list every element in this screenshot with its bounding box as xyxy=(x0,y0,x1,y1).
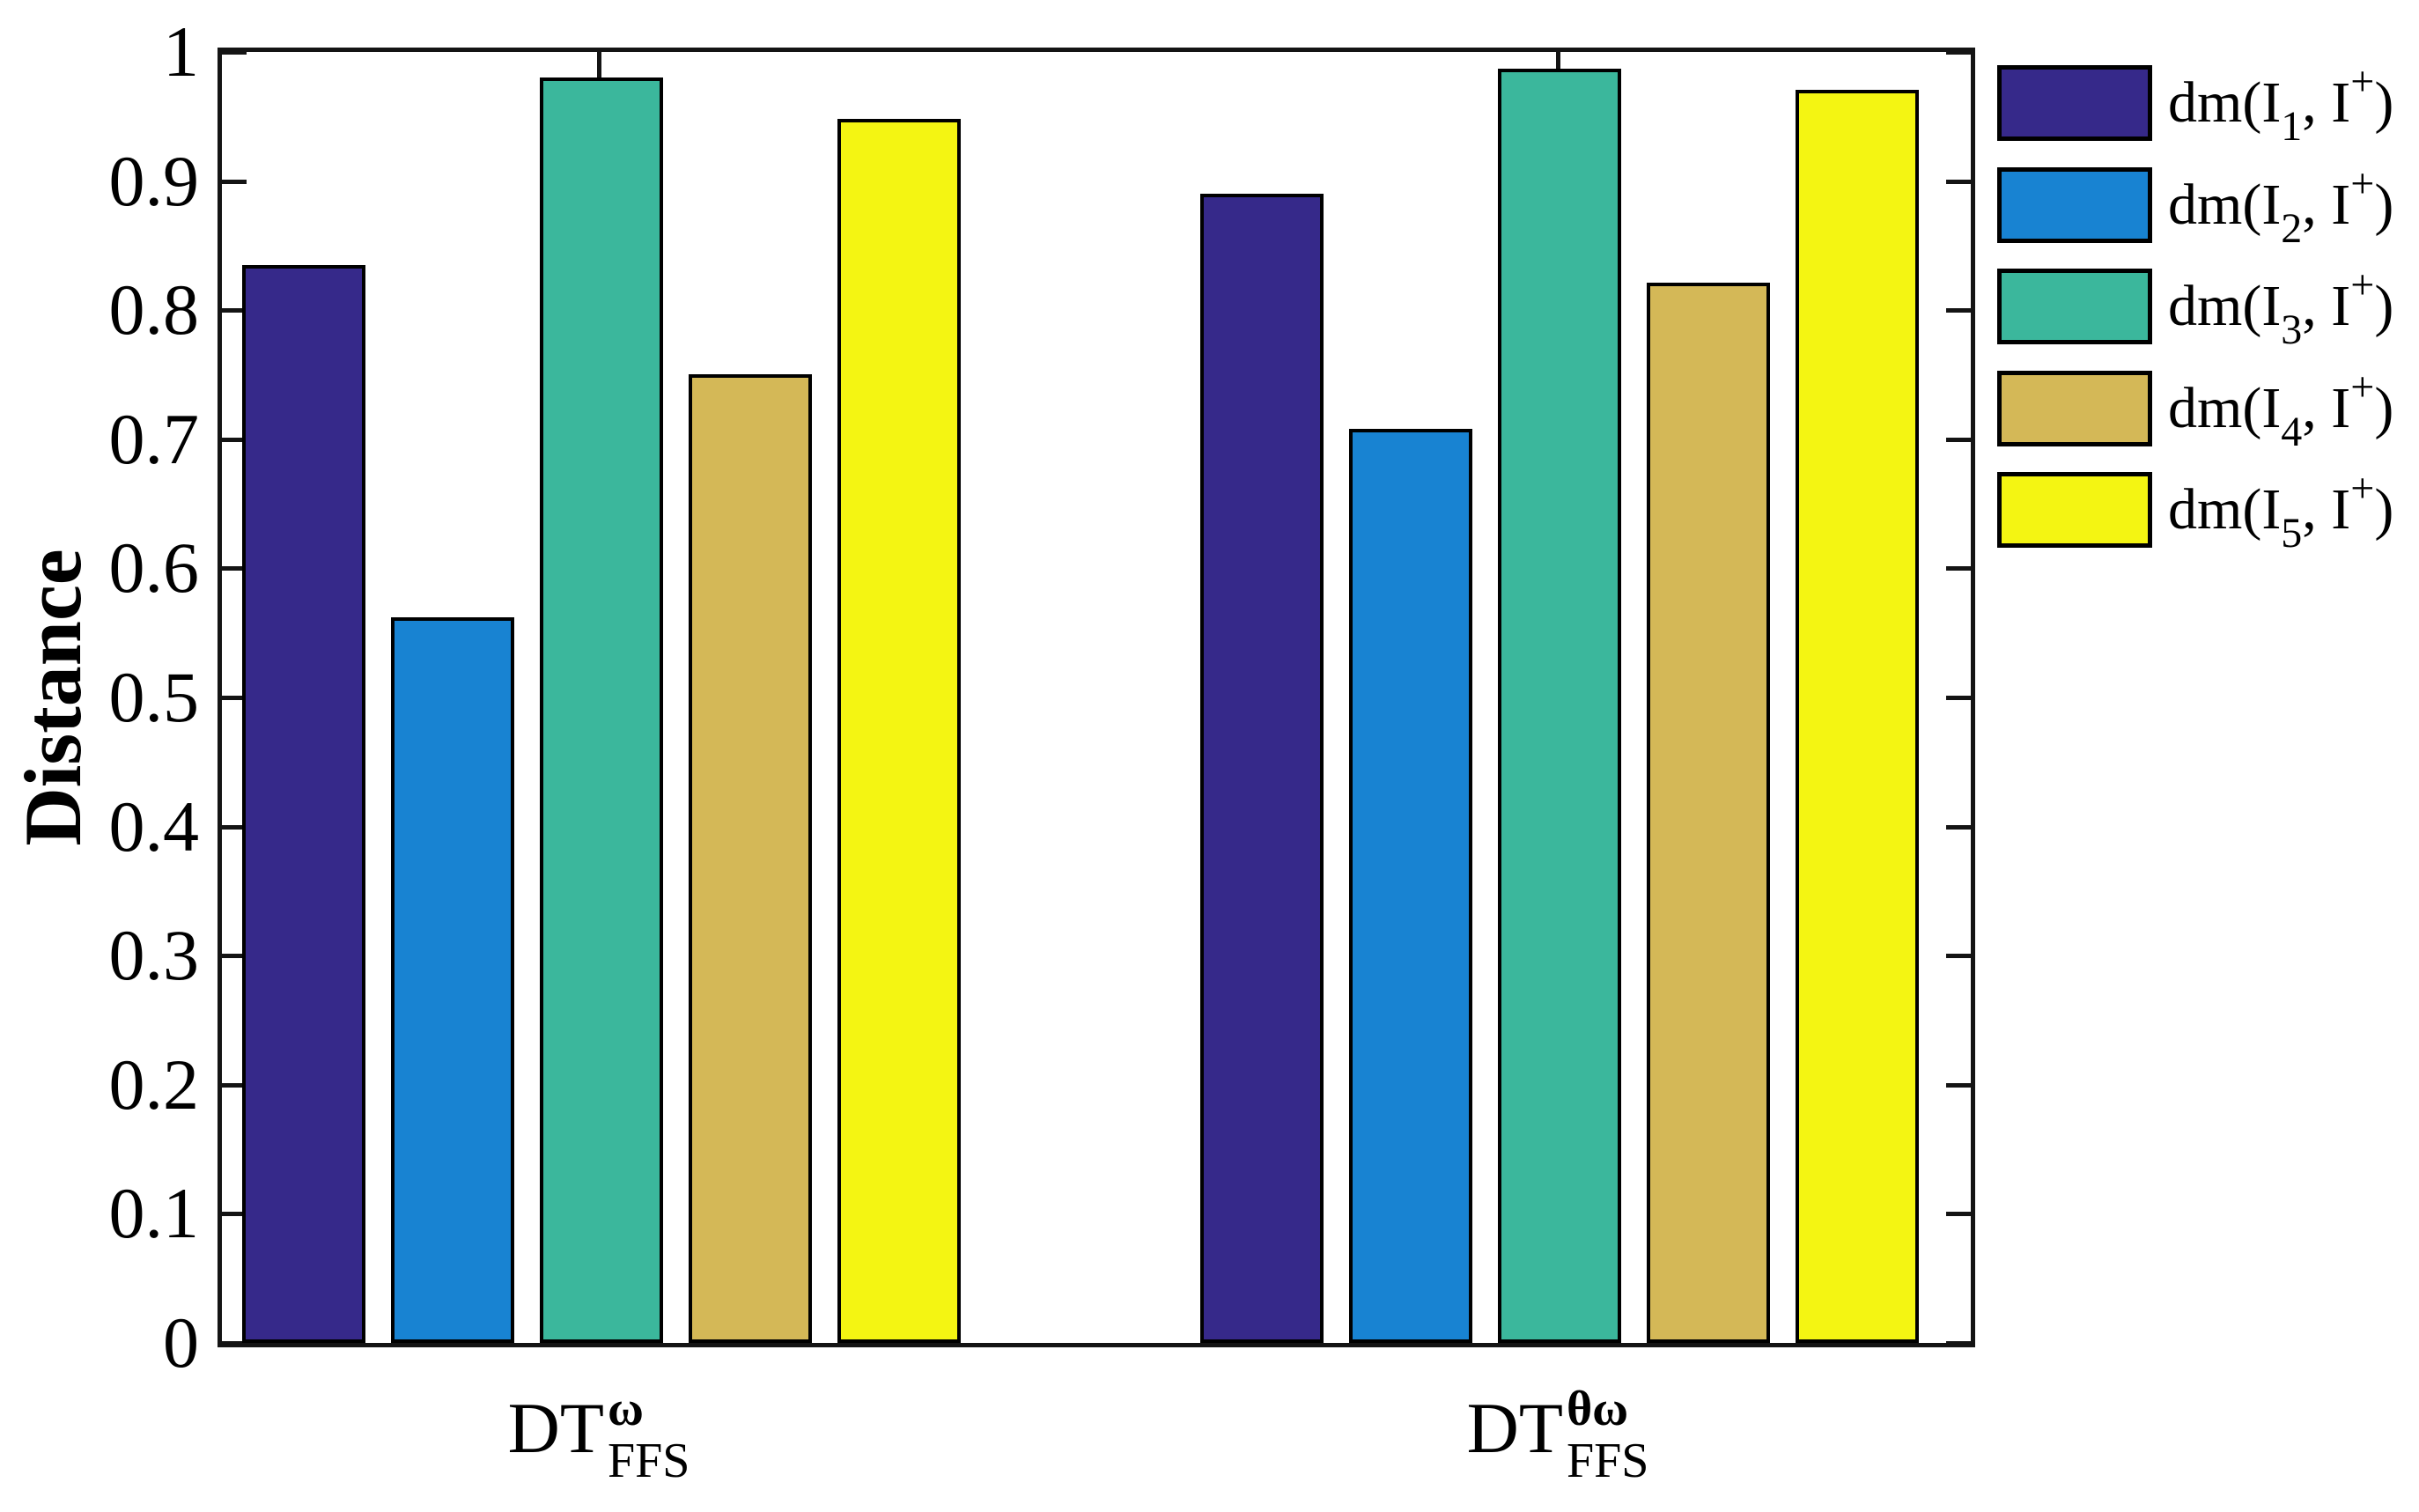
y-tick-label-1: 1 xyxy=(163,11,199,92)
legend-text-post: ) xyxy=(2374,70,2394,135)
y-tick-label-0.1: 0.1 xyxy=(108,1173,200,1254)
legend-text-superscript: + xyxy=(2350,262,2375,308)
y-tick-left-0.4 xyxy=(222,825,247,830)
bar-group1-series3 xyxy=(540,77,663,1343)
legend-text-pre: dm(I xyxy=(2168,274,2282,338)
x-category-superscript: ω xyxy=(607,1382,644,1436)
legend-swatch-series3 xyxy=(1997,269,2152,344)
y-tick-left-0.5 xyxy=(222,696,247,700)
y-tick-left-0.9 xyxy=(222,180,247,184)
x-category-supsub: θω FFS xyxy=(1567,1384,1648,1488)
legend-text-subscript: 1 xyxy=(2281,103,2303,150)
bar-group2-series1 xyxy=(1200,194,1324,1343)
y-tick-label-0.8: 0.8 xyxy=(108,269,200,350)
legend-text-post: ) xyxy=(2374,376,2394,440)
legend-text-pre: dm(I xyxy=(2168,173,2282,237)
legend-text-subscript: 3 xyxy=(2281,306,2303,353)
bar-group1-series5 xyxy=(837,119,961,1343)
y-tick-right-0 xyxy=(1946,1341,1971,1346)
bar-group2-series4 xyxy=(1647,283,1770,1343)
legend-text-mid: , I xyxy=(2302,477,2351,542)
bar-group2-series2 xyxy=(1349,429,1472,1343)
y-tick-label-0: 0 xyxy=(163,1302,199,1383)
y-tick-label-0.9: 0.9 xyxy=(108,140,200,221)
y-tick-left-0.7 xyxy=(222,438,247,442)
legend-text-superscript: + xyxy=(2350,160,2375,207)
legend-label-series3: dm(I 3, I +) xyxy=(2168,262,2394,353)
y-tick-left-0.8 xyxy=(222,308,247,313)
x-category-label-group2: DT θω FFS xyxy=(1467,1384,1649,1488)
legend-text-mid: , I xyxy=(2302,274,2351,338)
legend-text-pre: dm(I xyxy=(2168,477,2282,542)
y-tick-left-1 xyxy=(222,50,247,55)
plot-axes-box xyxy=(218,48,1975,1347)
legend-text-post: ) xyxy=(2374,274,2394,338)
bar-group2-series5 xyxy=(1796,90,1919,1343)
legend-text-post: ) xyxy=(2374,477,2394,542)
y-tick-label-0.2: 0.2 xyxy=(108,1044,200,1125)
y-tick-right-0.4 xyxy=(1946,825,1971,830)
x-category-base: DT xyxy=(1466,1388,1563,1468)
x-category-base: DT xyxy=(507,1388,604,1468)
x-tick-top-group1 xyxy=(597,52,601,80)
bar-group1-series1 xyxy=(242,265,365,1343)
x-category-subscript: FFS xyxy=(607,1434,690,1488)
legend-label-series4: dm(I 4, I +) xyxy=(2168,364,2394,455)
y-tick-right-0.7 xyxy=(1946,438,1971,442)
y-tick-left-0.2 xyxy=(222,1083,247,1088)
y-tick-right-0.8 xyxy=(1946,308,1971,313)
legend-label-series1: dm(I 1, I +) xyxy=(2168,58,2394,150)
y-tick-right-0.5 xyxy=(1946,696,1971,700)
x-category-subscript: FFS xyxy=(1566,1434,1649,1488)
bar-group1-series2 xyxy=(391,617,514,1343)
bar-group1-series4 xyxy=(689,374,812,1343)
y-tick-right-0.2 xyxy=(1946,1083,1971,1088)
y-tick-right-0.6 xyxy=(1946,566,1971,571)
y-tick-label-0.3: 0.3 xyxy=(108,915,200,996)
y-tick-label-0.7: 0.7 xyxy=(108,398,200,479)
x-category-label-group1: DT ω FFS xyxy=(508,1384,690,1488)
plot-area xyxy=(222,50,1971,1346)
legend-label-series5: dm(I 5, I +) xyxy=(2168,465,2394,557)
legend-swatch-series1 xyxy=(1997,65,2152,141)
legend-text-mid: , I xyxy=(2302,70,2351,135)
legend-text-mid: , I xyxy=(2302,376,2351,440)
legend-swatch-series2 xyxy=(1997,167,2152,243)
legend-text-superscript: + xyxy=(2350,465,2375,512)
x-category-superscript: θω xyxy=(1566,1382,1629,1436)
legend-label-series2: dm(I 2, I +) xyxy=(2168,160,2394,252)
y-tick-label-0.6: 0.6 xyxy=(108,527,200,608)
y-tick-left-0.6 xyxy=(222,566,247,571)
legend-text-mid: , I xyxy=(2302,173,2351,237)
y-tick-right-0.1 xyxy=(1946,1212,1971,1216)
y-tick-right-0.9 xyxy=(1946,180,1971,184)
legend-text-post: ) xyxy=(2374,173,2394,237)
y-tick-left-0 xyxy=(222,1341,247,1346)
legend-swatch-series4 xyxy=(1997,371,2152,446)
legend-text-subscript: 5 xyxy=(2281,510,2303,557)
legend-swatch-series5 xyxy=(1997,472,2152,548)
legend-text-pre: dm(I xyxy=(2168,70,2282,135)
legend-text-superscript: + xyxy=(2350,58,2375,105)
legend-text-superscript: + xyxy=(2350,364,2375,410)
y-tick-right-0.3 xyxy=(1946,954,1971,958)
x-category-supsub: ω FFS xyxy=(608,1384,690,1488)
legend-text-subscript: 2 xyxy=(2281,205,2303,252)
x-tick-top-group2 xyxy=(1556,52,1560,80)
legend-text-pre: dm(I xyxy=(2168,376,2282,440)
y-tick-left-0.3 xyxy=(222,954,247,958)
y-tick-left-0.1 xyxy=(222,1212,247,1216)
y-tick-label-0.5: 0.5 xyxy=(108,657,200,737)
bar-group2-series3 xyxy=(1498,69,1621,1343)
legend-text-subscript: 4 xyxy=(2281,409,2303,455)
y-tick-right-1 xyxy=(1946,50,1971,55)
y-tick-label-0.4: 0.4 xyxy=(108,786,200,867)
